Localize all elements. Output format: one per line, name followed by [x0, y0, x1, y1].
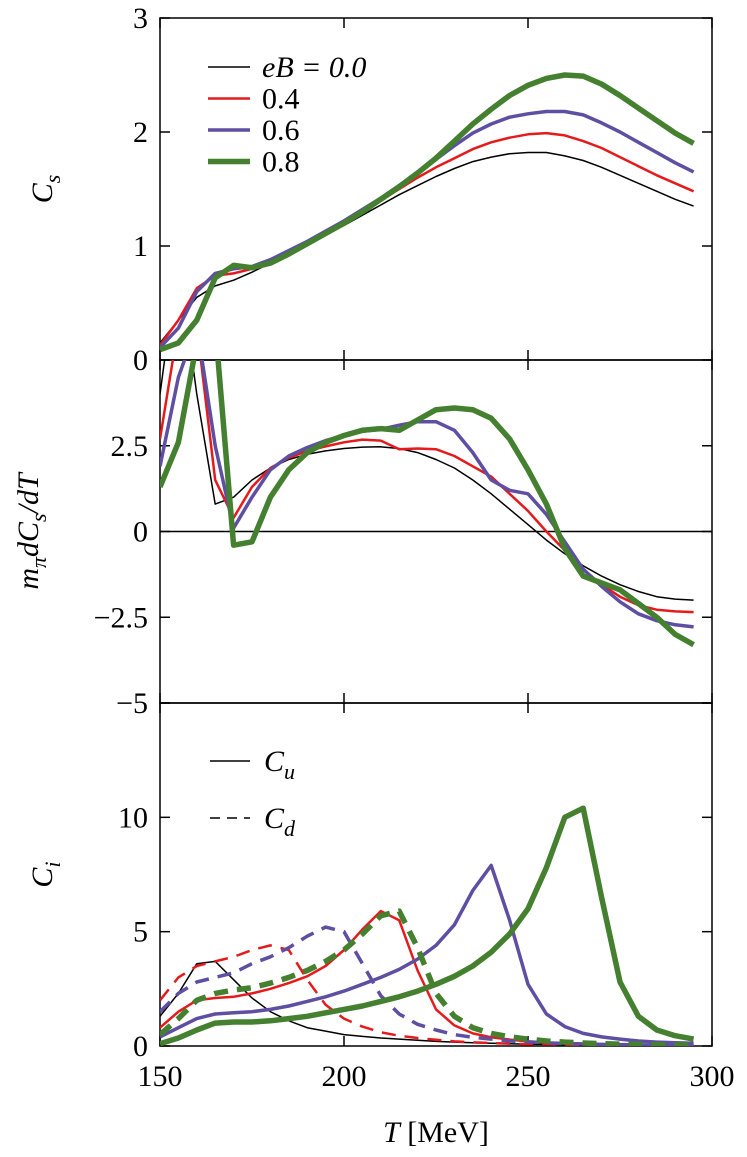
y-tick-label: 5	[133, 916, 148, 949]
series-group	[160, 72, 695, 353]
legend-label: 0.8	[262, 146, 300, 179]
y-tick-label: 2.5	[111, 430, 149, 463]
y-axis-label-part: π	[26, 556, 51, 568]
y-tick-label: 0	[133, 344, 148, 377]
series-line	[160, 944, 694, 1046]
legend-label-part: u	[284, 759, 295, 784]
x-tick-label: 300	[690, 1060, 735, 1093]
y-tick-label: −2.5	[94, 601, 148, 634]
series-line	[160, 109, 695, 349]
y-axis-label: Ci	[26, 861, 65, 887]
series-group	[160, 360, 695, 648]
series-line	[160, 925, 694, 1046]
legend-label: Cu	[264, 745, 295, 784]
series-line	[160, 908, 694, 1046]
series-line	[160, 151, 694, 344]
legend-label: Cd	[264, 802, 296, 841]
series-line	[160, 72, 695, 353]
y-axis-label-part: C	[26, 182, 59, 203]
series-group	[160, 805, 695, 1046]
series-line	[160, 863, 694, 1046]
series-line	[160, 360, 694, 629]
series-line	[160, 360, 695, 648]
y-tick-label: 0	[133, 516, 148, 549]
y-tick-label: 0	[133, 1030, 148, 1063]
x-axis-label: T [MeV]	[383, 1116, 489, 1149]
x-axis-label-part: T	[383, 1116, 402, 1149]
y-axis-label-part: m	[12, 568, 45, 590]
y-tick-label: 3	[133, 2, 148, 35]
series-line	[160, 805, 695, 1046]
series-line	[160, 360, 694, 601]
y-axis-label: Cs	[26, 175, 65, 204]
y-axis-label-part: s	[40, 175, 65, 184]
plot-frame	[159, 702, 713, 1047]
legend-label-part: d	[284, 816, 296, 841]
legend-label-part: C	[264, 745, 285, 778]
legend-label-part: C	[264, 802, 285, 835]
y-tick-label: 10	[118, 801, 148, 834]
y-axis-label-part: i	[40, 861, 65, 867]
y-tick-label: 1	[133, 230, 148, 263]
x-tick-label: 250	[506, 1060, 551, 1093]
y-axis-label-part: C	[26, 867, 59, 888]
series-line	[160, 360, 694, 614]
y-axis-label: mπdCs/dT	[12, 471, 51, 590]
x-axis-label-part: [MeV]	[400, 1116, 489, 1149]
series-line	[160, 909, 694, 1046]
legend-label: 0.6	[262, 114, 300, 147]
legend-label: eB = 0.0	[262, 51, 366, 84]
y-axis-label-part: dC	[12, 521, 45, 557]
x-tick-label: 150	[138, 1060, 183, 1093]
x-tick-label: 200	[322, 1060, 367, 1093]
y-tick-label: −5	[116, 687, 148, 720]
y-tick-label: 2	[133, 116, 148, 149]
y-axis-label-part: /dT	[12, 471, 45, 515]
legend-label: 0.4	[262, 83, 300, 116]
plot-frame	[159, 17, 713, 361]
y-axis-label-part: s	[26, 513, 51, 522]
